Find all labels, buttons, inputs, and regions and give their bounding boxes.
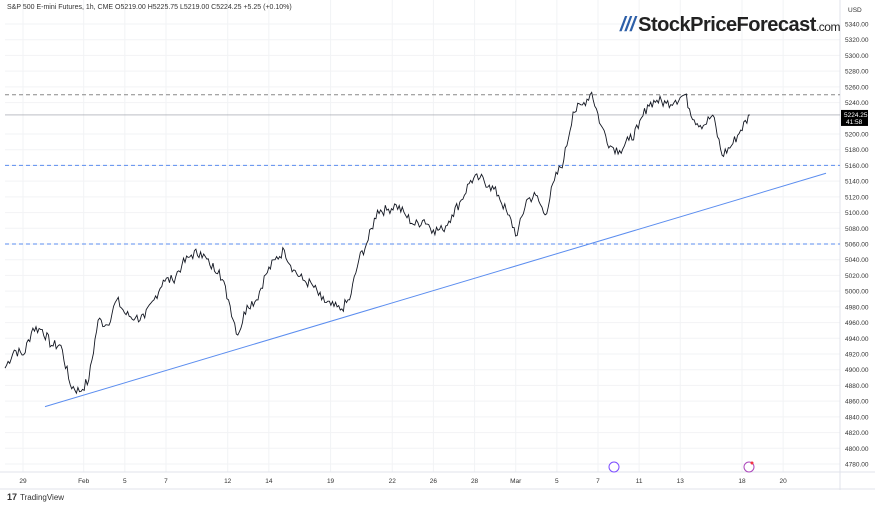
y-tick-label: 5340.00 [845, 22, 869, 29]
x-tick-label: Mar [510, 478, 522, 485]
bar-countdown-label: 41:58 [846, 119, 863, 126]
x-tick-label: 7 [596, 478, 600, 485]
y-tick-label: 4820.00 [845, 430, 869, 437]
x-tick-label: 12 [224, 478, 232, 485]
y-tick-label: 5100.00 [845, 210, 869, 217]
y-tick-label: 5060.00 [845, 241, 869, 248]
price-series [4, 91, 751, 395]
tradingview-logo-icon: 17 [7, 492, 18, 502]
dividend-icon[interactable] [608, 461, 620, 473]
x-tick-label: 18 [738, 478, 746, 485]
y-tick-label: 5260.00 [845, 84, 869, 91]
y-tick-label: 5320.00 [845, 37, 869, 44]
y-tick-label: 4980.00 [845, 304, 869, 311]
x-tick-label: Feb [78, 478, 90, 485]
current-price-label: 5224.25 [844, 112, 868, 119]
y-tick-label: 4960.00 [845, 320, 869, 327]
y-tick-label: 4900.00 [845, 367, 869, 374]
event-dot [750, 461, 754, 465]
y-tick-label: 5020.00 [845, 273, 869, 280]
y-tick-label: 4800.00 [845, 446, 869, 453]
lightning-icon[interactable] [743, 461, 755, 473]
y-tick-label: 5180.00 [845, 147, 869, 154]
y-tick-label: 4780.00 [845, 461, 869, 468]
y-tick-label: 4880.00 [845, 383, 869, 390]
y-tick-label: 5240.00 [845, 100, 869, 107]
x-tick-label: 19 [327, 478, 335, 485]
logo-slashes-icon: /// [620, 14, 636, 36]
y-tick-label: 4940.00 [845, 336, 869, 343]
x-tick-label: 13 [677, 478, 685, 485]
x-tick-label: 20 [780, 478, 788, 485]
currency-label: USD [848, 7, 862, 14]
y-tick-label: 4920.00 [845, 351, 869, 358]
x-tick-label: 5 [555, 478, 559, 485]
y-tick-label: 5080.00 [845, 226, 869, 233]
x-tick-label: 29 [19, 478, 27, 485]
y-tick-label: 5300.00 [845, 53, 869, 60]
x-tick-label: 28 [471, 478, 479, 485]
x-tick-label: 26 [430, 478, 438, 485]
x-tick-label: 11 [636, 478, 643, 485]
y-tick-label: 5120.00 [845, 194, 869, 201]
y-tick-label: 5160.00 [845, 163, 869, 170]
current-price-label-bg [841, 109, 868, 126]
y-tick-label: 4840.00 [845, 414, 869, 421]
y-tick-label: 5140.00 [845, 179, 869, 186]
tradingview-brand[interactable]: 17 TradingView [7, 492, 65, 502]
x-tick-label: 5 [123, 478, 127, 485]
x-tick-label: 14 [265, 478, 273, 485]
trend-line [44, 172, 827, 408]
stockpriceforecast-logo: ///StockPriceForecast.com [620, 14, 840, 36]
y-tick-label: 4860.00 [845, 399, 869, 406]
x-tick-label: 22 [389, 478, 397, 485]
symbol-header: S&P 500 E-mini Futures, 1h, CME O5219.00… [7, 4, 292, 11]
y-tick-label: 5280.00 [845, 69, 869, 76]
y-tick-label: 5040.00 [845, 257, 869, 264]
y-tick-label: 5200.00 [845, 131, 869, 138]
y-tick-label: 5000.00 [845, 289, 869, 296]
x-tick-label: 7 [164, 478, 168, 485]
